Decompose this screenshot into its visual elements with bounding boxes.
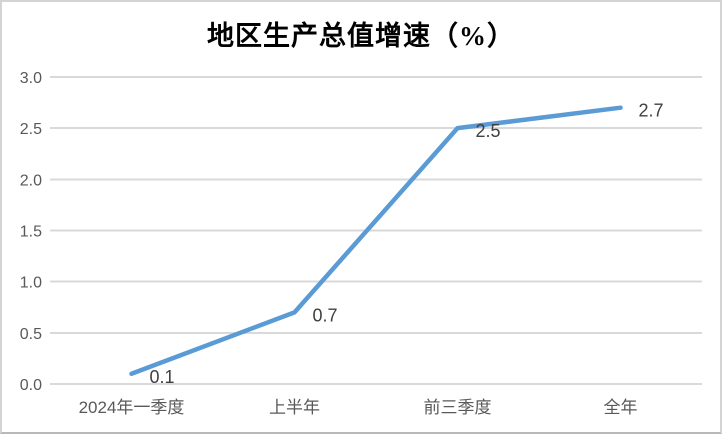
series-line xyxy=(129,105,623,377)
x-category-label: 2024年一季度 xyxy=(79,398,185,417)
y-tick-label: 2.5 xyxy=(20,121,42,138)
data-label: 2.5 xyxy=(476,121,501,141)
y-tick-label: 1.0 xyxy=(20,275,42,292)
chart-title: 地区生产总值增速（%） xyxy=(207,21,515,51)
y-tick-label: 0.5 xyxy=(20,326,42,343)
y-tick-label: 2.0 xyxy=(20,172,42,189)
data-label: 2.7 xyxy=(639,101,664,121)
y-tick-label: 1.5 xyxy=(20,224,42,241)
data-label: 0.7 xyxy=(313,305,338,325)
y-tick-label: 0.0 xyxy=(20,377,42,394)
x-category-label: 全年 xyxy=(604,398,638,417)
x-category-label: 上半年 xyxy=(269,398,320,417)
data-label: 0.1 xyxy=(150,367,175,387)
x-category-label: 前三季度 xyxy=(424,398,492,417)
y-tick-label: 3.0 xyxy=(20,70,42,87)
